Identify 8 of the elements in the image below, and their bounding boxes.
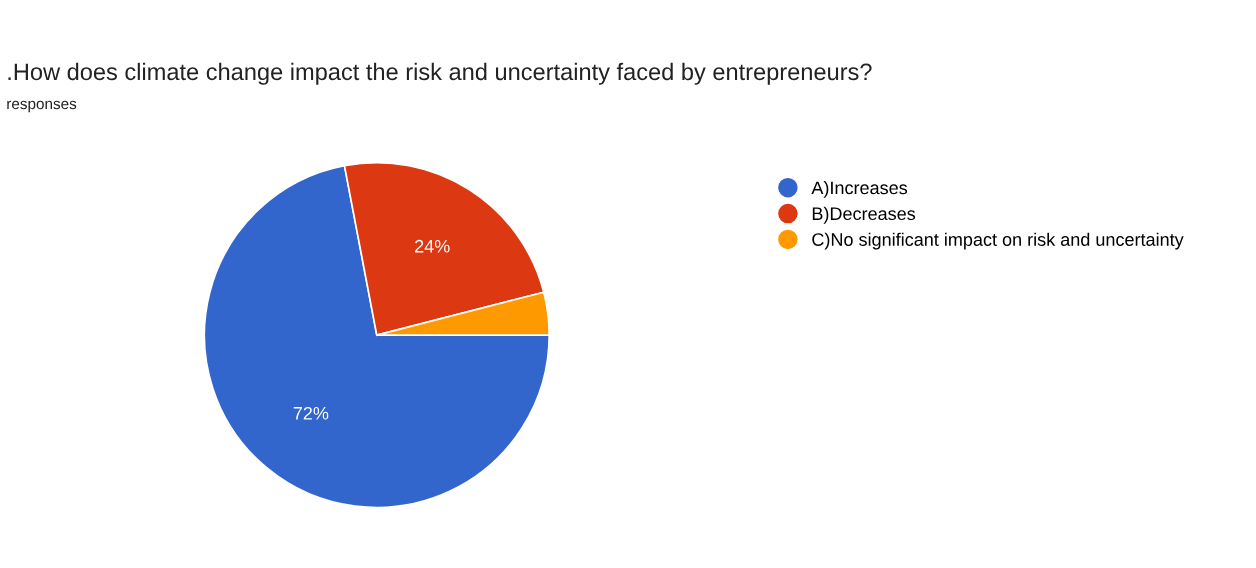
text: responses	[7, 100, 77, 113]
data-label: 72%	[293, 406, 329, 420]
data-label: 24%	[415, 239, 450, 253]
legend-label: B)Decreases	[812, 206, 916, 224]
legend-label: A)Increases	[811, 180, 908, 198]
legend-label: C)No significant impact on risk and uncertainty	[812, 232, 1184, 250]
pie-slice	[203, 164, 551, 509]
chart-title: .How does climate change impact the risk and uncertainty faced by entrepreneurs?	[8, 62, 872, 85]
